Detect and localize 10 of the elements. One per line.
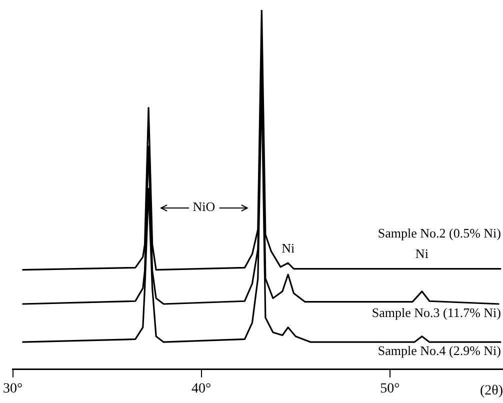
x-tick-label: 50°	[380, 381, 400, 396]
annotation: Ni	[415, 246, 429, 262]
x-tick-label: 40°	[192, 381, 212, 396]
series-label: Sample No.3 (11.7% Ni)	[372, 304, 501, 320]
annotation: NiO	[192, 199, 216, 214]
annotation: Ni	[282, 240, 295, 256]
x-tick-label: 30°	[2, 381, 23, 396]
series-label: Sample No.4 (2.9% Ni)	[378, 343, 501, 358]
x-axis-title: (2θ)	[480, 383, 503, 398]
text: Sample No.2 (0.5% Ni)	[378, 226, 501, 241]
